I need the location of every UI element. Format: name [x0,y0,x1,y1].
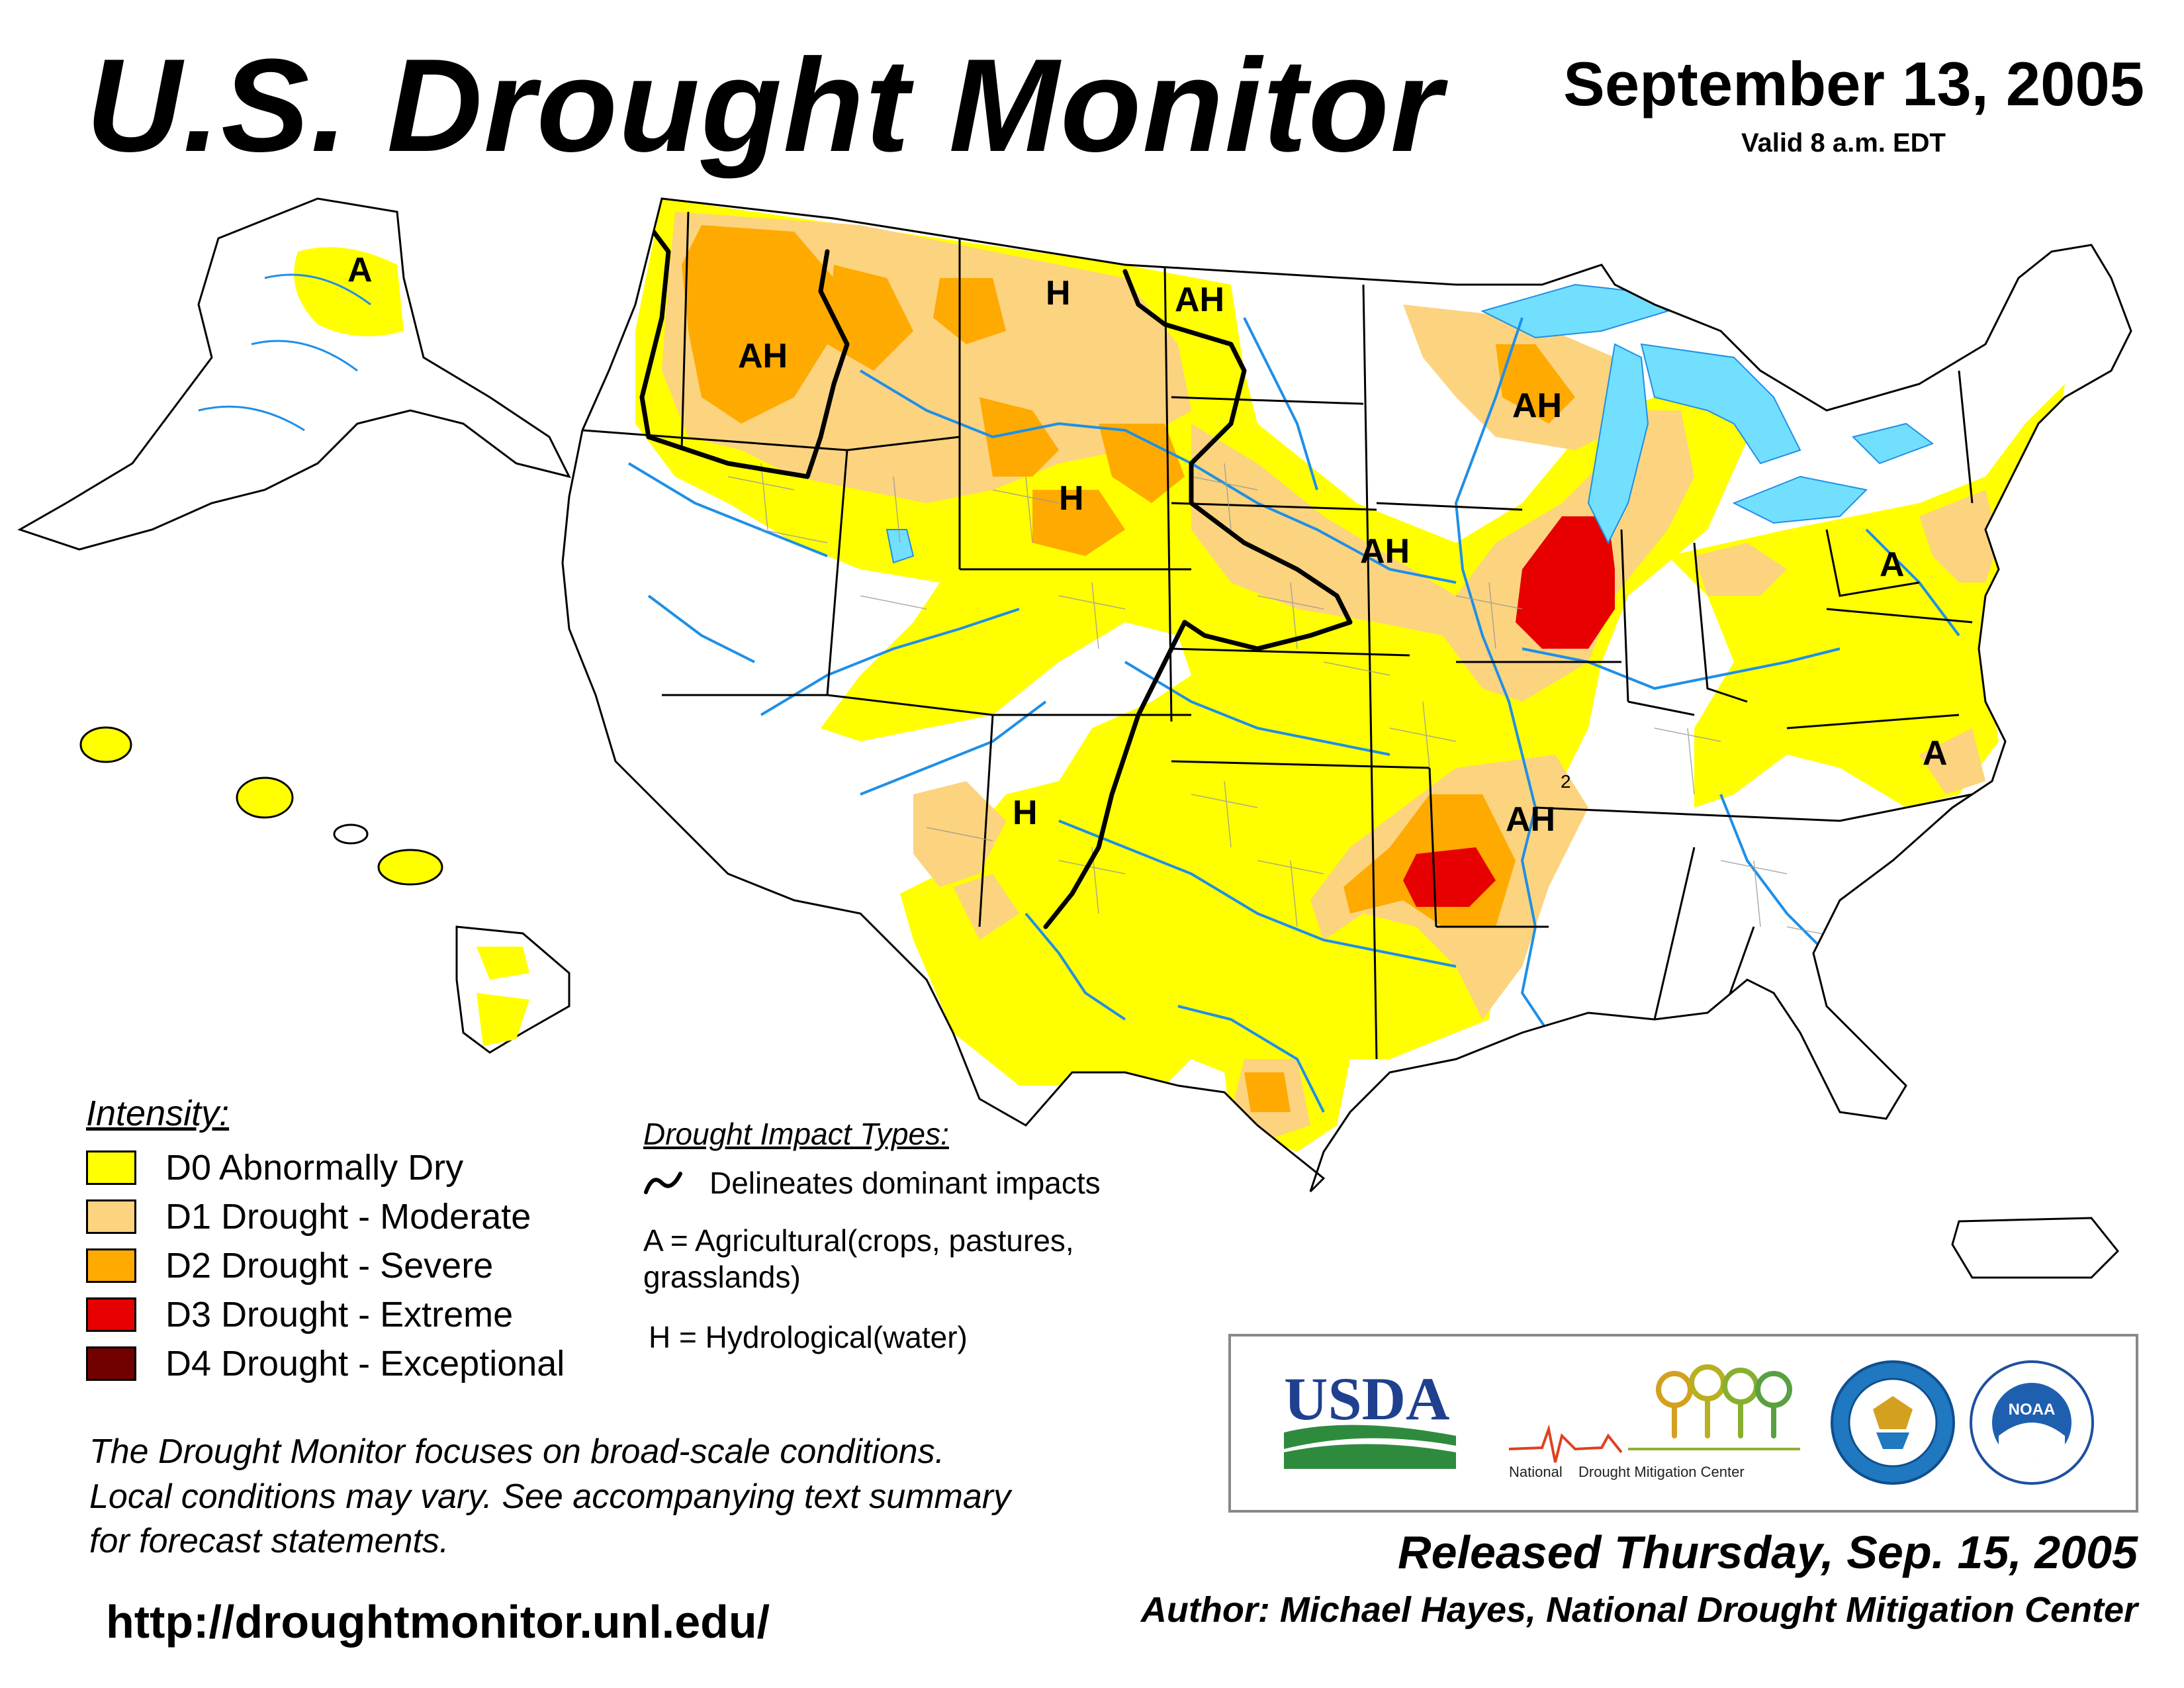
legend-item-d0: D0 Abnormally Dry [86,1143,565,1192]
legend-label-d1: D1 Drought - Moderate [165,1197,531,1237]
puerto-rico [1951,1217,2120,1279]
legend-title: Intensity: [86,1094,230,1133]
map-date: September 13, 2005 [1563,49,2144,118]
disclaimer: The Drought Monitor focuses on broad-sca… [89,1430,1214,1564]
legend-swatch-d2 [86,1248,136,1283]
legend-item-d4: D4 Drought - Exceptional [86,1339,565,1388]
noaa-seal-icon: NOAA [1970,1360,2094,1485]
impact-types-legend: Drought Impact Types: Delineates dominan… [643,1119,1173,1380]
impact-label-new-mexico: H [1013,794,1038,832]
impact-label-arkansas: AH [1506,800,1555,839]
sponsor-logos: USDA National Drought Mitigation Center [1228,1334,2138,1513]
legend-label-d4: D4 Drought - Exceptional [165,1344,565,1383]
legend-label-d0: D0 Abnormally Dry [165,1148,464,1188]
legend-item-d3: D3 Drought - Extreme [86,1290,565,1339]
intensity-legend: Intensity: D0 Abnormally Dry D1 Drought … [86,1096,565,1388]
impact-label-north-carolina: A [1923,734,1948,773]
impact-types-title: Drought Impact Types: [643,1117,949,1151]
website-link[interactable]: http://droughtmonitor.unl.edu/ [106,1596,770,1648]
ndmc-left-text: National [1509,1464,1563,1480]
legend-swatch-d4 [86,1346,136,1381]
hydrological-text: H = Hydrological(water) [649,1319,968,1354]
ndmc-right-text: Drought Mitigation Center [1578,1464,1745,1480]
legend-label-d2: D2 Drought - Severe [165,1246,494,1286]
impact-label-wyoming: H [1059,479,1084,518]
impact-label-north-dakota: AH [1175,281,1224,319]
impact-label-alaska: A [347,251,373,289]
legend-swatch-d1 [86,1199,136,1234]
release-date: Released Thursday, Sep. 15, 2005 [1398,1526,2138,1578]
noaa-text: NOAA [2009,1401,2056,1419]
delineation-row: Delineates dominant impacts [643,1166,1173,1200]
disclaimer-line-3: for forecast statements. [89,1522,449,1561]
department-of-commerce-seal-icon [1831,1360,1955,1485]
legend-swatch-d3 [86,1297,136,1332]
map-marker-2: 2 [1561,771,1571,792]
disclaimer-line-2: Local conditions may vary. See accompany… [89,1477,1011,1516]
impact-label-iowa: AH [1360,532,1410,571]
agricultural-text: A = Agricultural(crops, pastures, grassl… [643,1223,1074,1294]
author-credit: Author: Michael Hayes, National Drought … [1140,1590,2138,1630]
impact-label-pennsylvania: A [1880,545,1905,584]
legend-item-d1: D1 Drought - Moderate [86,1192,565,1241]
legend-swatch-d0 [86,1150,136,1185]
impact-label-montana: H [1046,274,1071,312]
impact-label-pacific-nw: AH [738,337,788,375]
hawaii [79,726,570,1054]
alaska: A [17,197,571,551]
disclaimer-line-1: The Drought Monitor focuses on broad-sca… [89,1432,945,1471]
ndmc-logo: National Drought Mitigation Center [1508,1364,1800,1480]
usda-logo: USDA [1284,1365,1456,1469]
logos-svg: USDA National Drought Mitigation Center [1284,1360,2094,1485]
conus: 2 [561,197,2132,1193]
usda-text: USDA [1284,1365,1449,1432]
page-title: U.S. Drought Monitor [86,32,1443,179]
legend-label-d3: D3 Drought - Extreme [165,1295,514,1335]
impact-label-wisconsin: AH [1512,387,1562,425]
delineation-text: Delineates dominant impacts [709,1166,1101,1200]
delineation-line-icon [644,1172,682,1195]
legend-item-d2: D2 Drought - Severe [86,1241,565,1290]
valid-time: Valid 8 a.m. EDT [1741,128,1946,158]
